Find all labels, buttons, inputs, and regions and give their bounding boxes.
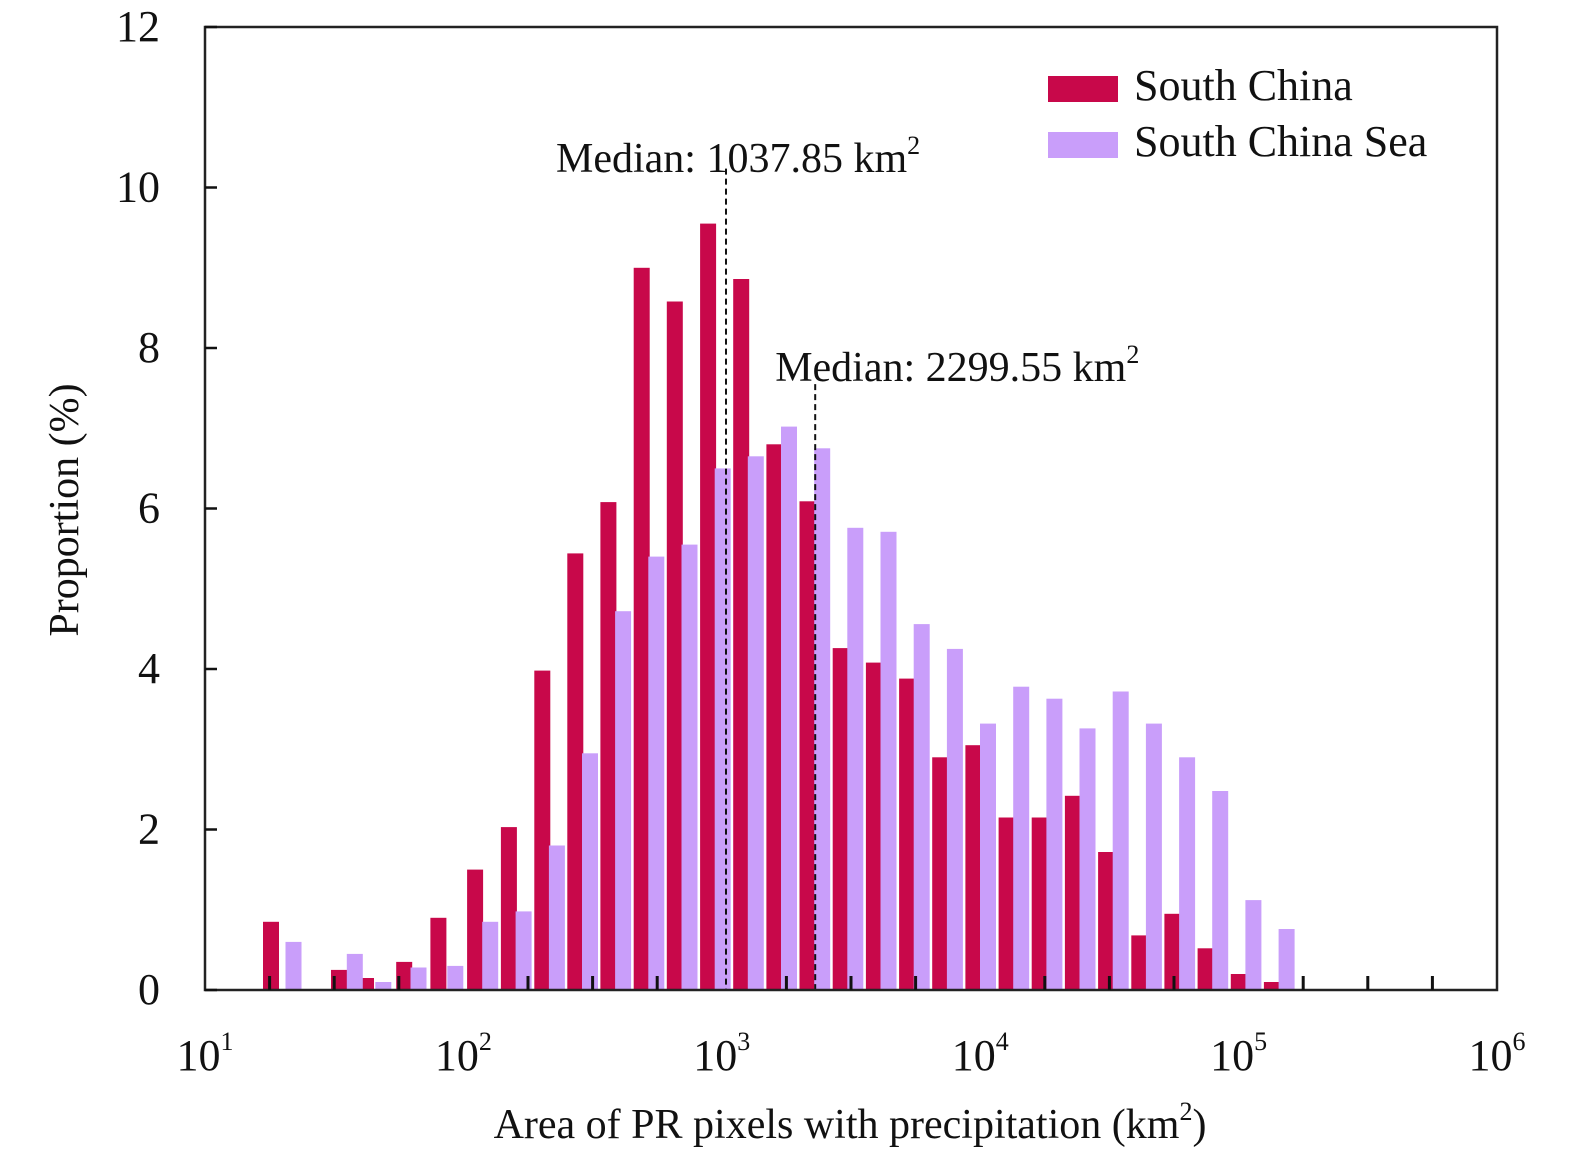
y-tick-label: 12 (116, 2, 160, 51)
south-china-bar (467, 869, 484, 990)
south-china-sea-bar (847, 527, 864, 990)
south-china-bar (263, 921, 279, 990)
legend: South China South China Sea (1048, 61, 1427, 166)
south-china-bar (567, 553, 584, 990)
legend-swatch (1048, 132, 1118, 158)
x-tick-label: 104 (952, 1027, 1009, 1080)
south-china-sea-bar (1212, 791, 1229, 990)
south-china-sea-bar (980, 723, 996, 990)
legend-swatch (1048, 76, 1118, 102)
south-china-bar (1131, 935, 1148, 990)
x-tick-label: 102 (435, 1027, 492, 1080)
south-china-sea-bar (880, 531, 897, 990)
south-china-sea-bar (548, 845, 565, 990)
south-china-sea-bar (714, 468, 731, 990)
south-china-sea-bar (1112, 691, 1129, 990)
y-tick-label: 2 (138, 805, 160, 854)
south-china-bar (633, 267, 650, 991)
south-china-bar (998, 817, 1015, 990)
south-china-bar (500, 827, 517, 990)
south-china-sea-bar (285, 941, 302, 990)
south-china-bar (1031, 817, 1048, 990)
y-tick-label: 0 (138, 965, 160, 1014)
south-china-sea-bar (1079, 728, 1096, 990)
south-china-bar (1197, 948, 1214, 990)
south-china-bar (666, 301, 683, 990)
south-china-sea-bar (781, 426, 797, 991)
y-axis-ticks: 0 2 4 6 8 10 12 (116, 2, 217, 1014)
south-china-sea-bar (447, 965, 464, 990)
legend-label: South China (1134, 61, 1353, 110)
south-china-bar (733, 279, 750, 990)
median-annotation: Median: 2299.55 km2 (775, 340, 1139, 391)
south-china-sea-bar (1013, 686, 1030, 990)
south-china-bar (932, 757, 949, 990)
south-china-sea-bar (375, 982, 392, 990)
south-china-sea-bar (1145, 723, 1162, 990)
south-china-sea-bar (681, 544, 698, 990)
south-china-bar (965, 745, 982, 990)
south-china-bar (799, 501, 816, 990)
legend-label: South China Sea (1134, 117, 1427, 166)
south-china-sea-bar (946, 648, 963, 990)
south-china-bar (1164, 913, 1181, 990)
median-lines (725, 168, 817, 990)
south-china-sea-bar (615, 611, 632, 990)
south-china-bar (430, 917, 447, 990)
south-china-bar (832, 648, 849, 990)
south-china-sea-bar (747, 456, 764, 990)
south-china-sea-bar (1245, 900, 1262, 990)
south-china-bar (700, 223, 717, 991)
south-china-bars (263, 223, 1280, 991)
south-china-bar (899, 678, 916, 990)
south-china-bar (1098, 852, 1115, 990)
south-china-sea-bar (814, 448, 831, 990)
y-tick-label: 10 (116, 163, 160, 212)
y-tick-label: 8 (138, 323, 160, 372)
south-china-bar (600, 502, 617, 990)
south-china-sea-bar (913, 624, 930, 990)
south-china-bar (1064, 795, 1081, 990)
south-china-sea-bar (410, 967, 427, 990)
x-tick-label: 106 (1469, 1027, 1526, 1080)
x-tick-label: 103 (693, 1027, 750, 1080)
median-annotations: Median: 1037.85 km2 Median: 2299.55 km2 (556, 131, 1139, 391)
south-china-bar (766, 444, 783, 990)
south-china-sea-bar (1046, 698, 1063, 990)
south-china-bar (865, 662, 882, 990)
x-axis-title-sup: 2 (1179, 1097, 1192, 1126)
y-axis-title: Proportion (%) (42, 383, 88, 636)
x-tick-label: 101 (177, 1027, 234, 1080)
south-china-bar (1263, 982, 1280, 990)
south-china-sea-bar (648, 556, 665, 990)
x-axis-ticks: 101 102 103 104 105 106 (177, 976, 1526, 1080)
y-tick-label: 6 (138, 484, 160, 533)
x-axis-title-end: ) (1192, 1102, 1206, 1148)
median-annotation: Median: 1037.85 km2 (556, 131, 920, 182)
x-axis-title-main: Area of PR pixels with precipitation (km (494, 1102, 1180, 1148)
south-china-sea-bar (515, 911, 532, 990)
south-china-sea-bar (346, 953, 363, 990)
south-china-sea-bar (482, 921, 499, 990)
south-china-sea-bar (1278, 929, 1295, 990)
south-china-bar (534, 670, 551, 990)
south-china-sea-bars (285, 426, 1295, 991)
south-china-bar (1230, 974, 1247, 990)
y-tick-label: 4 (138, 644, 160, 693)
x-tick-label: 105 (1210, 1027, 1267, 1080)
south-china-sea-bar (582, 753, 598, 990)
south-china-sea-bar (1179, 757, 1196, 990)
x-axis-title: Area of PR pixels with precipitation (km… (494, 1097, 1207, 1148)
